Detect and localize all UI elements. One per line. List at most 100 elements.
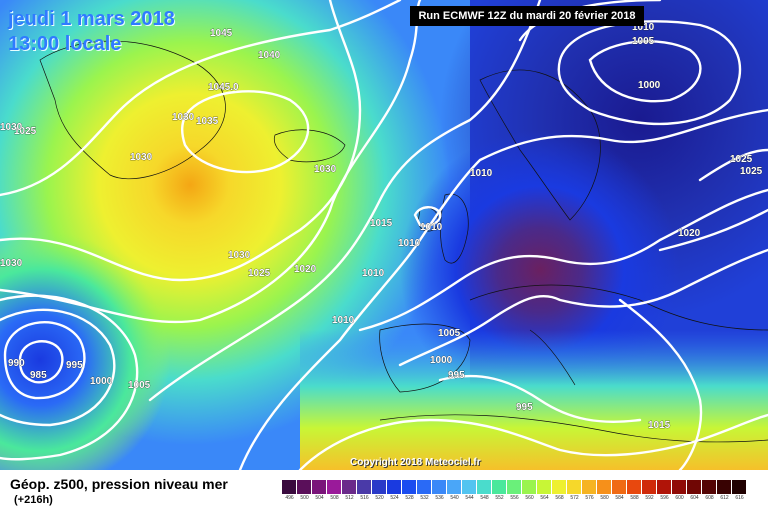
scale-color — [642, 480, 657, 494]
isobar-1025-east — [698, 148, 768, 182]
isobar-label: 1025 — [740, 166, 763, 177]
scale-label: 508 — [330, 495, 339, 501]
scale-color — [462, 480, 477, 494]
scale-color — [297, 480, 312, 494]
scale-swatch: 516 — [357, 480, 372, 501]
scale-swatch: 536 — [432, 480, 447, 501]
scale-label: 608 — [705, 495, 714, 501]
isobar-lines — [0, 0, 768, 470]
scale-swatch: 544 — [462, 480, 477, 501]
scale-label: 584 — [615, 495, 624, 501]
africa-coast — [379, 414, 768, 443]
isobar-1000 — [398, 248, 768, 367]
isobar-label: 1000 — [430, 355, 453, 366]
scale-label: 556 — [510, 495, 519, 501]
scale-color — [567, 480, 582, 494]
scale-color — [447, 480, 462, 494]
scale-label: 544 — [465, 495, 474, 501]
scale-color — [582, 480, 597, 494]
scale-swatch: 532 — [417, 480, 432, 501]
scale-swatch: 564 — [537, 480, 552, 501]
isobar-label: 1000 — [90, 376, 113, 387]
isobar-1020 — [0, 0, 422, 324]
isobar-label: 1030 — [314, 164, 337, 175]
scale-label: 604 — [690, 495, 699, 501]
scale-label: 520 — [375, 495, 384, 501]
isobar-label: 1040 — [258, 50, 281, 61]
scale-label: 564 — [540, 495, 549, 501]
isobar-label: 985 — [30, 370, 47, 381]
scale-color — [717, 480, 732, 494]
forecast-date: jeudi 1 mars 2018 — [8, 8, 175, 30]
scale-label: 596 — [660, 495, 669, 501]
scale-swatch: 500 — [297, 480, 312, 501]
scale-color — [492, 480, 507, 494]
scale-color — [372, 480, 387, 494]
scale-color — [282, 480, 297, 494]
scandinavia-coast — [479, 69, 601, 221]
scale-label: 500 — [300, 495, 309, 501]
isobar-label: 1010 — [470, 168, 493, 179]
isobar-label: 1020 — [294, 264, 317, 275]
scale-label: 600 — [675, 495, 684, 501]
pressure-map: 1045 1040 1045.0 1035 1030 1030 1030 102… — [0, 0, 768, 470]
scale-swatch: 592 — [642, 480, 657, 501]
scale-color — [522, 480, 537, 494]
scale-color — [537, 480, 552, 494]
isobar-990 — [3, 321, 86, 400]
scale-swatch: 580 — [597, 480, 612, 501]
isobar-1010-small — [413, 206, 442, 227]
isobar-label: 995 — [448, 370, 465, 381]
isobar-1035 — [181, 90, 310, 174]
scale-swatch: 540 — [447, 480, 462, 501]
scale-swatch: 556 — [507, 480, 522, 501]
isobar-label: 1000 — [638, 80, 661, 91]
isobar-1010 — [238, 108, 768, 470]
greenland-coast — [39, 40, 226, 180]
isobar-1015-east — [618, 298, 703, 470]
scale-label: 524 — [390, 495, 399, 501]
scale-color — [702, 480, 717, 494]
scale-color — [597, 480, 612, 494]
scale-swatch: 576 — [582, 480, 597, 501]
isobar-label: 1010 — [362, 268, 385, 279]
run-info: Run ECMWF 12Z du mardi 20 février 2018 — [410, 6, 644, 26]
scale-label: 560 — [525, 495, 534, 501]
scale-color — [432, 480, 447, 494]
scale-label: 504 — [315, 495, 324, 501]
scale-label: 516 — [360, 495, 369, 501]
scale-swatch: 616 — [732, 480, 747, 501]
scale-color — [612, 480, 627, 494]
legend-subtitle: (+216h) — [14, 494, 53, 506]
scale-label: 528 — [405, 495, 414, 501]
isobar-label: 1015 — [370, 218, 393, 229]
scale-swatch: 512 — [342, 480, 357, 501]
isobar-label: 1020 — [678, 228, 701, 239]
isobar-995 — [438, 374, 642, 423]
scale-swatch: 524 — [387, 480, 402, 501]
scale-label: 496 — [285, 495, 294, 501]
isobar-label: 1005 — [128, 380, 151, 391]
isobar-label: 1025 — [730, 154, 753, 165]
scale-swatch: 604 — [687, 480, 702, 501]
scale-label: 572 — [570, 495, 579, 501]
scale-label: 536 — [435, 495, 444, 501]
scale-swatch: 528 — [402, 480, 417, 501]
iceland-coast — [273, 129, 346, 163]
scale-swatch: 612 — [717, 480, 732, 501]
scale-label: 532 — [420, 495, 429, 501]
isobar-label: 995 — [516, 402, 533, 413]
isobar-label: 1010 — [332, 315, 355, 326]
scale-color — [552, 480, 567, 494]
south-field — [300, 330, 768, 470]
scale-swatch: 568 — [552, 480, 567, 501]
isobar-1005-south — [298, 413, 768, 470]
scale-swatch: 608 — [702, 480, 717, 501]
scale-color — [417, 480, 432, 494]
isobar-1025 — [0, 0, 362, 282]
scale-swatch: 560 — [522, 480, 537, 501]
isobar-label: 1005 — [632, 36, 655, 47]
britain-coast — [440, 193, 469, 264]
isobar-label: 1010 — [420, 222, 443, 233]
